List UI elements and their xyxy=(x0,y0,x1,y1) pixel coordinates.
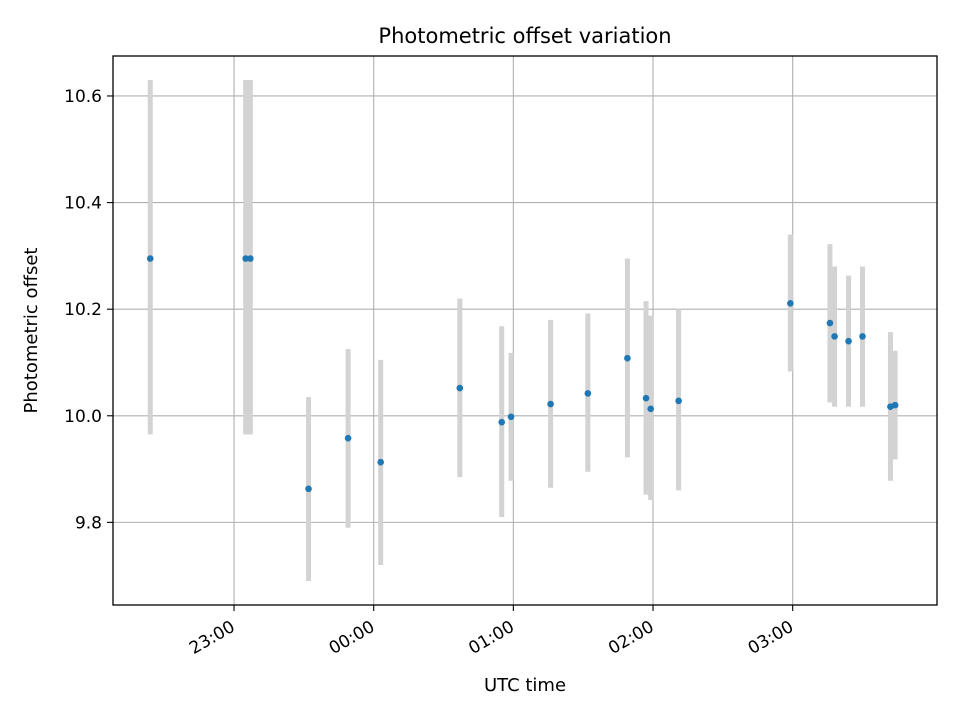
y-axis-label: Photometric offset xyxy=(21,248,42,414)
data-points xyxy=(146,255,899,493)
y-tick-label: 10.2 xyxy=(64,300,102,320)
data-point xyxy=(146,255,154,262)
data-point xyxy=(247,255,254,262)
y-tick-label: 10.6 xyxy=(64,87,102,107)
data-point xyxy=(456,384,464,392)
x-axis-label: UTC time xyxy=(484,675,566,696)
data-point xyxy=(507,413,515,421)
data-point xyxy=(831,333,838,340)
data-point xyxy=(647,405,654,413)
data-point xyxy=(305,485,312,493)
chart-title: Photometric offset variation xyxy=(378,24,671,48)
y-tick-label: 10.0 xyxy=(64,407,102,427)
data-point xyxy=(787,300,794,307)
plot-area-frame xyxy=(112,55,938,606)
data-point xyxy=(891,401,899,409)
data-point xyxy=(377,458,384,466)
data-point xyxy=(859,333,866,340)
data-point xyxy=(845,337,852,345)
data-point xyxy=(642,394,650,402)
data-point xyxy=(826,319,834,327)
data-point xyxy=(675,397,682,405)
data-point xyxy=(584,390,592,397)
y-tick-label: 10.4 xyxy=(64,194,102,214)
data-point xyxy=(344,434,352,442)
data-point xyxy=(547,400,554,408)
data-point xyxy=(498,418,506,426)
data-point xyxy=(624,354,631,362)
y-tick-label: 9.8 xyxy=(75,513,102,533)
data-point xyxy=(242,255,249,262)
